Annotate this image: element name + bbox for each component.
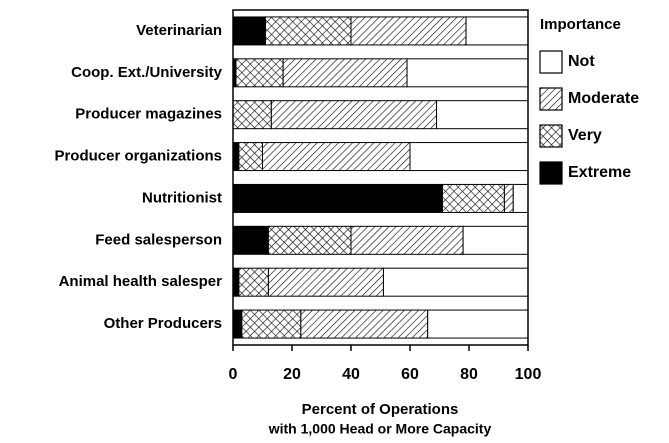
category-label: Feed salesperson (95, 231, 222, 248)
category-label: Nutritionist (142, 189, 222, 206)
x-tick-label: 80 (460, 366, 478, 383)
bar-segment (282, 58, 408, 88)
bar-segment (267, 267, 384, 297)
bar-segment (409, 142, 529, 172)
bar-segment (350, 225, 464, 255)
bar-segment (462, 225, 529, 255)
legend-swatch (539, 124, 563, 148)
bar-segment (235, 58, 284, 88)
bar-segment (232, 183, 443, 213)
bar-segment (232, 142, 240, 172)
legend-label: Not (568, 53, 595, 70)
bar-segment (238, 142, 263, 172)
x-tick-label: 20 (283, 366, 301, 383)
bar-segment (232, 225, 269, 255)
bar-segment (270, 100, 438, 130)
legend-label: Very (568, 127, 602, 144)
bar-segment (441, 183, 505, 213)
bar-segment (238, 267, 269, 297)
bar-segment (406, 58, 529, 88)
bar-segment (264, 16, 352, 46)
bar-segment (427, 309, 529, 339)
bar-segment (382, 267, 529, 297)
category-label: Veterinarian (136, 22, 222, 39)
bar-segment (241, 309, 302, 339)
legend-swatch (539, 161, 563, 185)
x-tick-label: 0 (229, 366, 238, 383)
legend-swatch (539, 50, 563, 74)
bar-segment (232, 309, 243, 339)
category-label: Other Producers (104, 315, 222, 332)
x-axis-label: with 1,000 Head or More Capacity (268, 421, 492, 437)
x-tick-label: 60 (401, 366, 419, 383)
legend-swatch (539, 87, 563, 111)
bar-segment (512, 183, 529, 213)
bar-segment (262, 142, 411, 172)
x-tick-label: 40 (342, 366, 360, 383)
bar-segment (436, 100, 529, 130)
x-axis-label: Percent of Operations (302, 401, 459, 418)
bar-segment (350, 16, 467, 46)
legend-label: Moderate (568, 90, 639, 107)
legend-label: Extreme (568, 164, 631, 181)
bar-segment (232, 100, 272, 130)
category-label: Producer organizations (54, 148, 222, 165)
bar-segment (503, 183, 514, 213)
bar-segment (465, 16, 529, 46)
category-label: Animal health salesper (59, 273, 223, 290)
plot-frame (232, 9, 529, 346)
bar-segment (300, 309, 429, 339)
bar-segment (267, 225, 352, 255)
category-label: Coop. Ext./University (71, 64, 223, 81)
legend-title: Importance (540, 16, 621, 33)
category-label: Producer magazines (75, 106, 222, 123)
x-tick-label: 100 (515, 366, 542, 383)
bar-segment (232, 16, 266, 46)
bar-segment (232, 267, 240, 297)
